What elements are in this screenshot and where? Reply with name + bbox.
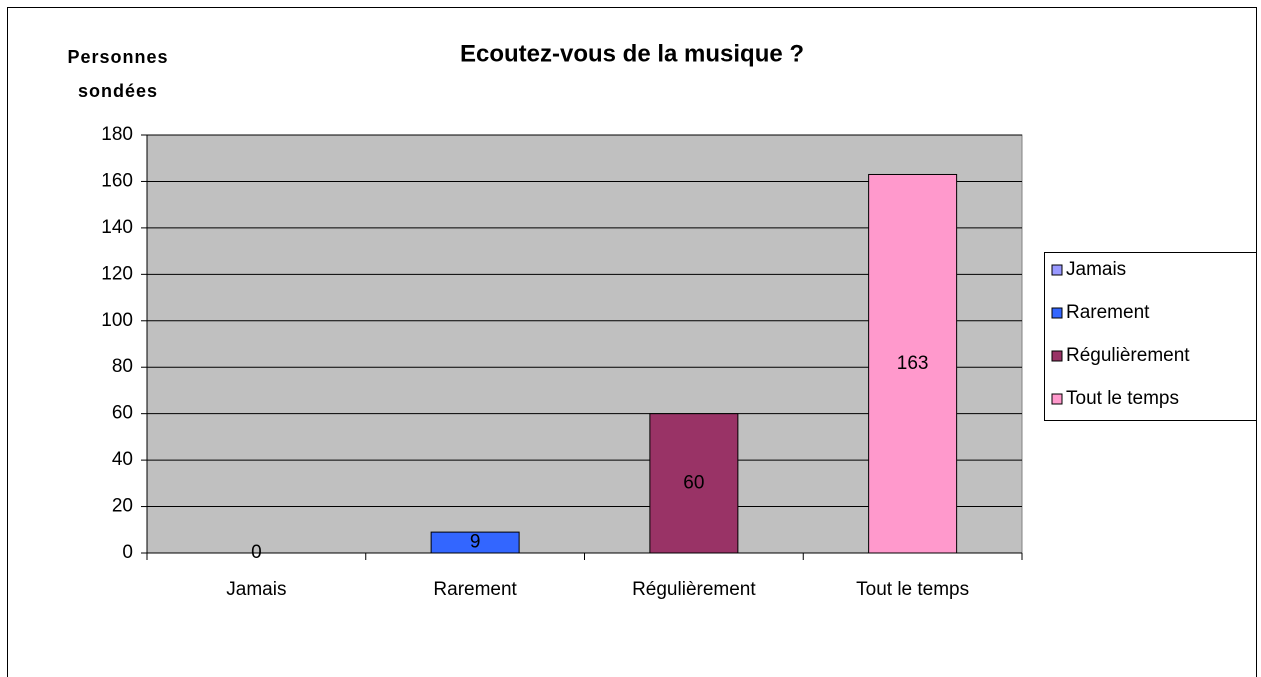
x-tick-label: Jamais — [226, 579, 286, 600]
y-tick-label: 140 — [101, 217, 133, 238]
legend-swatch — [1051, 264, 1063, 276]
legend-label: Tout le temps — [1066, 388, 1179, 409]
y-tick-label: 100 — [101, 310, 133, 331]
y-tick-label: 180 — [101, 124, 133, 145]
legend-label: Régulièrement — [1066, 345, 1190, 366]
y-tick-label: 60 — [112, 403, 133, 424]
y-tick-label: 160 — [101, 170, 133, 191]
data-label: 0 — [251, 542, 262, 563]
chart-title: Ecoutez-vous de la musique ? — [460, 40, 804, 67]
y-tick-label: 40 — [112, 449, 133, 470]
y-tick-label: 120 — [101, 263, 133, 284]
legend-label: Jamais — [1066, 259, 1126, 280]
data-label: 9 — [470, 532, 481, 553]
x-tick-label: Régulièrement — [632, 579, 756, 600]
data-label: 163 — [897, 353, 929, 374]
y-tick-label: 80 — [112, 356, 133, 377]
data-label: 60 — [683, 472, 704, 493]
y-tick-label: 20 — [112, 496, 133, 517]
y-axis-label: Personnes — [67, 47, 168, 67]
bar — [868, 173, 958, 554]
legend-swatch — [1051, 350, 1063, 362]
legend-box — [1044, 252, 1257, 421]
bar — [649, 413, 739, 554]
y-tick-label: 0 — [122, 542, 133, 563]
x-tick-label: Tout le temps — [856, 579, 969, 600]
legend-label: Rarement — [1066, 302, 1150, 323]
legend-swatch — [1051, 393, 1063, 405]
legend-swatch — [1051, 307, 1063, 319]
y-axis-label: sondées — [78, 81, 158, 101]
bar — [430, 531, 520, 554]
x-tick-label: Rarement — [433, 579, 517, 600]
